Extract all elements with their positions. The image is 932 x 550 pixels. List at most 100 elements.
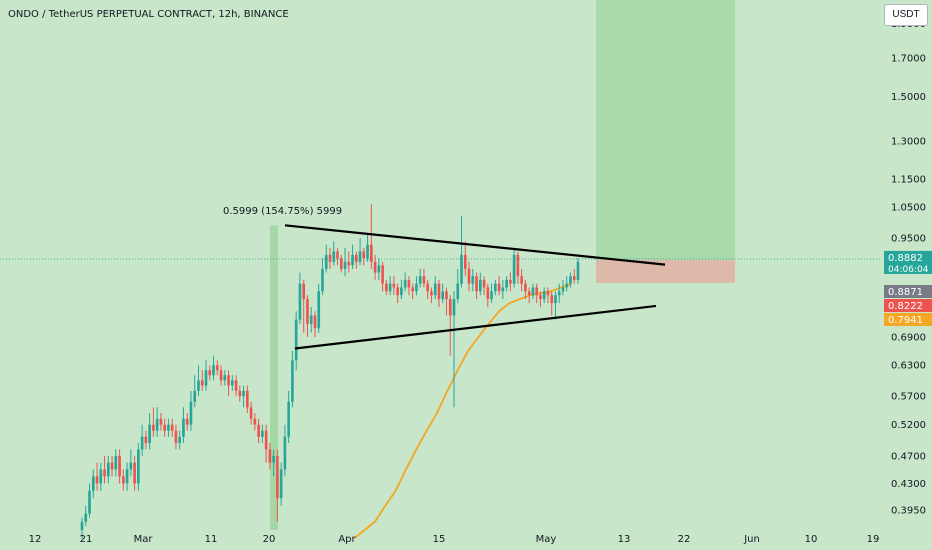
candle-body [539, 295, 542, 300]
y-tick-label: 1.5000 [891, 92, 926, 103]
candle-body [234, 380, 238, 391]
candle-body [426, 283, 430, 292]
candle-body [309, 315, 313, 324]
candle-body [272, 455, 275, 463]
upper-trendline [284, 224, 666, 266]
candle-body [354, 254, 358, 262]
x-tick-label: 19 [867, 534, 880, 545]
candle-body [88, 490, 91, 514]
candle-body [366, 244, 369, 259]
candle-body [467, 268, 471, 284]
y-tick-label: 1.1500 [891, 174, 926, 185]
x-tick-label: Jun [743, 534, 760, 545]
x-tick-label: 21 [80, 534, 93, 545]
price-label-box [884, 250, 932, 274]
price-label-box [884, 285, 932, 298]
zones-layer [0, 0, 880, 530]
candle-body [448, 299, 452, 316]
candle-body [437, 283, 441, 300]
candle-body [212, 365, 215, 376]
candle-body [550, 295, 554, 304]
candle-body [482, 279, 486, 288]
candle-body [463, 254, 467, 269]
candle-body [238, 390, 242, 397]
candle-body [516, 254, 520, 277]
candle-body [381, 265, 384, 284]
candle-body [324, 254, 328, 269]
candle-body [317, 291, 321, 329]
candle-body [185, 418, 189, 425]
candle-body [208, 370, 212, 376]
candle-body [215, 365, 219, 371]
candle-body [336, 251, 339, 259]
candle-body [137, 449, 140, 484]
y-tick-label: 0.5200 [891, 420, 926, 431]
candle-body [170, 424, 174, 431]
y-tick-label: 0.6300 [891, 361, 926, 372]
candle-body [261, 430, 264, 437]
candle-body [283, 436, 287, 470]
y-tick-label: 0.9500 [891, 234, 926, 245]
candle-body [321, 268, 324, 292]
price-label-value: 0.8871 [888, 287, 923, 298]
candle-body [400, 287, 403, 296]
candle-body [227, 375, 230, 386]
candle-body [373, 261, 377, 273]
candle-body [95, 476, 99, 484]
y-tick-label: 0.5700 [891, 392, 926, 403]
candle-body [257, 424, 260, 437]
currency-button[interactable]: USDT [884, 4, 928, 26]
candle-body [433, 283, 437, 296]
candle-body [84, 513, 88, 522]
y-tick-label: 1.0500 [891, 203, 926, 214]
candle-body [276, 455, 279, 499]
y-tick-label: 1.3000 [891, 136, 926, 147]
candle-body [129, 462, 133, 470]
lower-trendline [294, 304, 657, 350]
trendlines-layer [284, 224, 666, 350]
x-tick-label: May [536, 534, 557, 545]
price-label-countdown: 04:06:04 [888, 265, 929, 275]
candle-body [279, 469, 283, 499]
candle-body [471, 276, 475, 284]
candle-body [347, 261, 351, 266]
candle-body [253, 418, 257, 425]
price-label-box [884, 313, 932, 326]
y-tick-label: 1.7000 [891, 53, 926, 64]
candle-body [569, 276, 572, 284]
price-label-value: 0.8882 [888, 253, 923, 264]
y-tick-label: 0.4300 [891, 479, 926, 490]
candle-body [385, 283, 388, 292]
candle-body [509, 279, 512, 284]
candle-body [204, 370, 208, 386]
candle-body [306, 299, 309, 324]
candle-body [456, 283, 460, 300]
candle-body [576, 261, 580, 280]
candle-body [178, 436, 182, 444]
candle-body [339, 258, 343, 269]
candle-body [249, 407, 253, 419]
candle-body [152, 424, 155, 431]
candle-body [159, 418, 163, 425]
y-tick-label: 0.3950 [891, 505, 926, 516]
candle-body [475, 276, 478, 292]
x-tick-label: 13 [618, 534, 631, 545]
candle-body [557, 291, 561, 296]
price-label-value: 0.8222 [888, 301, 923, 312]
candle-body [291, 360, 294, 402]
candle-body [223, 375, 227, 381]
candle-body [268, 449, 272, 463]
candle-body [362, 251, 366, 259]
price-label-value: 0.7941 [888, 315, 923, 326]
candle-body [219, 370, 223, 381]
y-tick-label: 0.4700 [891, 451, 926, 462]
x-tick-label: 12 [29, 534, 42, 545]
chart-title: ONDO / TetherUS PERPETUAL CONTRACT, 12h,… [8, 9, 289, 20]
candle-body [246, 390, 249, 408]
candle-body [403, 279, 407, 288]
candle-body [478, 279, 482, 292]
candle-body [422, 276, 426, 284]
